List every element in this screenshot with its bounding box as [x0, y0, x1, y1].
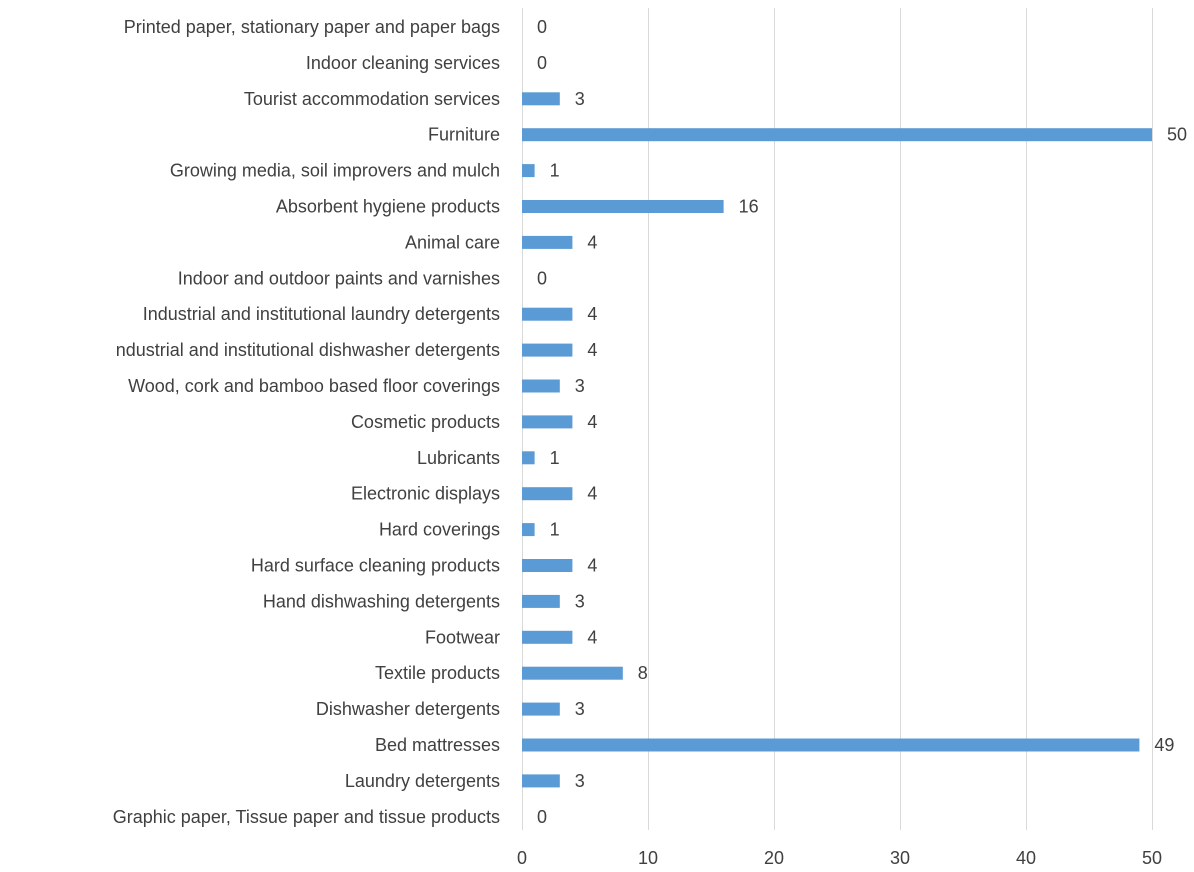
value-label: 0 — [537, 807, 547, 827]
category-label: Animal care — [405, 232, 500, 252]
category-label: Indoor cleaning services — [306, 53, 500, 73]
value-label: 1 — [550, 448, 560, 468]
category-label: Hard surface cleaning products — [251, 556, 500, 576]
bar — [522, 666, 623, 680]
category-label: ndustrial and institutional dishwasher d… — [116, 340, 500, 360]
category-label: Hard coverings — [379, 520, 500, 540]
bar — [522, 128, 1152, 142]
value-label: 3 — [575, 771, 585, 791]
bar — [522, 379, 560, 393]
category-label: Tourist accommodation services — [244, 89, 500, 109]
bars — [522, 92, 1152, 788]
bar — [522, 487, 573, 501]
category-label: Textile products — [375, 663, 500, 683]
category-label: Absorbent hygiene products — [276, 197, 500, 217]
category-label: Wood, cork and bamboo based floor coveri… — [128, 376, 500, 396]
x-tick-label: 40 — [1016, 848, 1036, 868]
category-label: Indoor and outdoor paints and varnishes — [178, 268, 500, 288]
category-label: Growing media, soil improvers and mulch — [170, 161, 500, 181]
value-label: 3 — [575, 699, 585, 719]
category-label: Cosmetic products — [351, 412, 500, 432]
value-label: 1 — [550, 520, 560, 540]
value-label: 16 — [739, 197, 759, 217]
value-label: 50 — [1167, 125, 1187, 145]
value-label: 4 — [587, 556, 597, 576]
category-label: Bed mattresses — [375, 735, 500, 755]
category-label: Footwear — [425, 627, 500, 647]
value-label: 4 — [587, 484, 597, 504]
bar — [522, 523, 535, 537]
value-label: 1 — [550, 161, 560, 181]
category-label: Dishwasher detergents — [316, 699, 500, 719]
category-label: Furniture — [428, 125, 500, 145]
bar — [522, 92, 560, 106]
x-tick-label: 30 — [890, 848, 910, 868]
category-label: Electronic displays — [351, 484, 500, 504]
bar — [522, 594, 560, 608]
bar — [522, 200, 724, 213]
gridlines — [522, 8, 1153, 830]
category-label: Graphic paper, Tissue paper and tissue p… — [113, 807, 500, 827]
x-tick-label: 50 — [1142, 848, 1162, 868]
bar — [522, 702, 560, 716]
bar — [522, 630, 573, 644]
bar — [522, 451, 535, 465]
value-label: 8 — [638, 663, 648, 683]
bar — [522, 774, 560, 788]
category-label: Industrial and institutional laundry det… — [143, 304, 500, 324]
value-label: 0 — [537, 17, 547, 37]
category-label: Printed paper, stationary paper and pape… — [124, 17, 500, 37]
bar — [522, 415, 573, 429]
x-axis-tick-labels: 0 10 20 30 40 50 — [517, 848, 1162, 868]
value-label: 3 — [575, 591, 585, 611]
x-tick-label: 20 — [764, 848, 784, 868]
bar — [522, 307, 573, 321]
category-label: Lubricants — [417, 448, 500, 468]
bar — [522, 343, 573, 357]
bar — [522, 559, 573, 572]
bar — [522, 164, 535, 178]
value-label: 3 — [575, 376, 585, 396]
value-label: 0 — [537, 268, 547, 288]
value-label: 4 — [587, 412, 597, 432]
x-tick-label: 0 — [517, 848, 527, 868]
category-label: Laundry detergents — [345, 771, 500, 791]
bar — [522, 235, 573, 249]
value-label: 4 — [587, 304, 597, 324]
x-tick-label: 10 — [638, 848, 658, 868]
value-label: 4 — [587, 627, 597, 647]
value-label: 0 — [537, 53, 547, 73]
bar — [522, 738, 1140, 752]
value-label: 3 — [575, 89, 585, 109]
value-label: 49 — [1154, 735, 1174, 755]
category-label: Hand dishwashing detergents — [263, 591, 500, 611]
category-labels: Printed paper, stationary paper and pape… — [113, 17, 500, 827]
value-label: 4 — [587, 232, 597, 252]
value-label: 4 — [587, 340, 597, 360]
